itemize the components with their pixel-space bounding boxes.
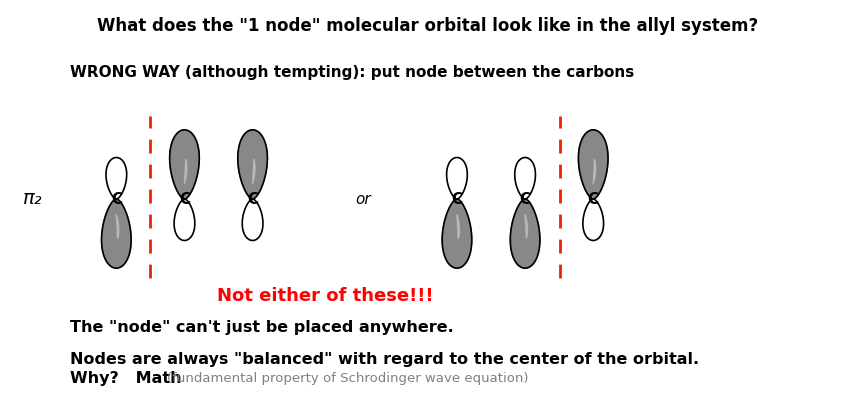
Polygon shape [101, 199, 131, 268]
Polygon shape [510, 199, 540, 268]
Polygon shape [184, 159, 187, 183]
Text: Not either of these!!!: Not either of these!!! [216, 287, 433, 305]
Polygon shape [525, 215, 527, 239]
Text: C: C [451, 191, 462, 207]
Text: or: or [355, 191, 372, 207]
Text: (fundamental property of Schrodinger wave equation): (fundamental property of Schrodinger wav… [167, 372, 529, 385]
Polygon shape [170, 130, 199, 199]
Polygon shape [443, 199, 472, 268]
Polygon shape [578, 130, 608, 199]
Polygon shape [593, 159, 596, 183]
Polygon shape [457, 215, 460, 239]
Polygon shape [253, 159, 255, 183]
Text: C: C [247, 191, 258, 207]
Text: What does the "1 node" molecular orbital look like in the allyl system?: What does the "1 node" molecular orbital… [96, 17, 758, 35]
Polygon shape [514, 158, 535, 199]
Polygon shape [106, 158, 126, 199]
Text: Why?   Math: Why? Math [69, 371, 181, 386]
Polygon shape [583, 199, 604, 240]
Polygon shape [238, 130, 268, 199]
Polygon shape [447, 158, 468, 199]
Polygon shape [242, 199, 263, 240]
Polygon shape [116, 215, 119, 239]
Polygon shape [174, 199, 195, 240]
Text: WRONG WAY (although tempting): put node between the carbons: WRONG WAY (although tempting): put node … [69, 64, 634, 80]
Text: C: C [179, 191, 190, 207]
Text: C: C [520, 191, 531, 207]
Text: Nodes are always "balanced" with regard to the center of the orbital.: Nodes are always "balanced" with regard … [69, 351, 699, 367]
Text: C: C [111, 191, 122, 207]
Text: C: C [588, 191, 598, 207]
Text: The "node" can't just be placed anywhere.: The "node" can't just be placed anywhere… [69, 320, 453, 335]
Text: π₂: π₂ [23, 189, 42, 209]
